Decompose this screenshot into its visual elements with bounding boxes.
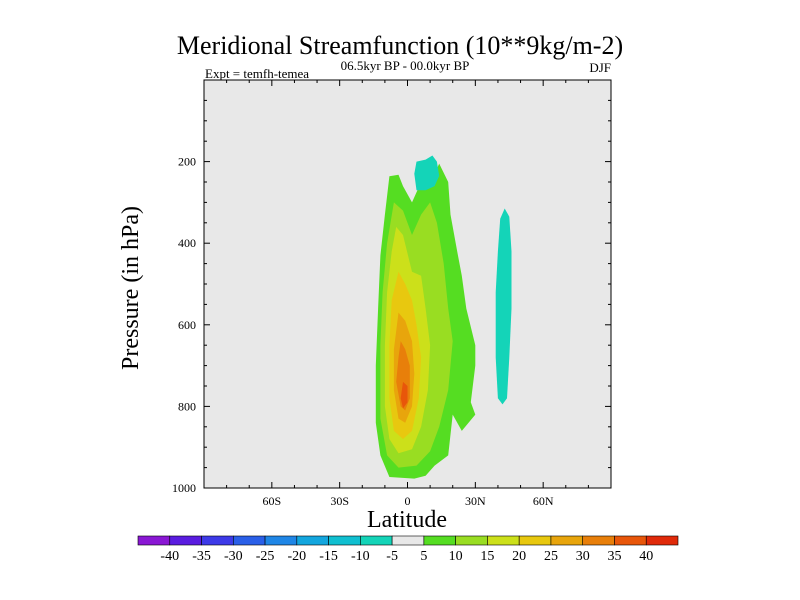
colorbar-swatch bbox=[201, 535, 234, 546]
colorbar-swatch bbox=[264, 535, 298, 546]
colorbar-swatch bbox=[550, 535, 584, 546]
colorbar-swatch bbox=[582, 535, 615, 546]
season-label: DJF bbox=[589, 60, 611, 75]
colorbar-label: -10 bbox=[351, 549, 370, 564]
colorbar-swatch bbox=[518, 535, 552, 546]
contour-negative-north bbox=[495, 208, 512, 405]
chart-title: Meridional Streamfunction (10**9kg/m-2) bbox=[177, 31, 623, 60]
x-tick-label: 0 bbox=[405, 494, 411, 508]
y-tick-label: 400 bbox=[178, 236, 196, 250]
colorbar-swatch bbox=[328, 535, 361, 546]
y-tick-label: 600 bbox=[178, 318, 196, 332]
colorbar-label: -5 bbox=[386, 549, 398, 564]
colorbar-label: -15 bbox=[319, 549, 338, 564]
colorbar-label: 30 bbox=[576, 549, 590, 564]
colorbar-swatch bbox=[487, 535, 520, 546]
colorbar-swatch bbox=[391, 535, 425, 546]
y-tick-label: 1000 bbox=[172, 481, 196, 495]
colorbar-label: 5 bbox=[420, 549, 427, 564]
colorbar-label: 25 bbox=[544, 549, 558, 564]
colorbar-label: 10 bbox=[449, 549, 463, 564]
contour-negative-upper bbox=[414, 155, 440, 191]
colorbar-label: 20 bbox=[512, 549, 526, 564]
contour-fill-group bbox=[375, 155, 512, 479]
colorbar-label: -30 bbox=[224, 549, 243, 564]
y-tick-label: 800 bbox=[178, 399, 196, 413]
colorbar-label: -40 bbox=[160, 549, 179, 564]
colorbar-label: -25 bbox=[256, 549, 275, 564]
x-tick-label: 30N bbox=[465, 494, 486, 508]
x-tick-label: 60S bbox=[262, 494, 281, 508]
x-tick-label: 60N bbox=[533, 494, 554, 508]
y-axis-label: Pressure (in hPa) bbox=[118, 206, 144, 370]
colorbar-swatch bbox=[455, 535, 488, 546]
colorbar-swatch bbox=[169, 535, 202, 546]
colorbar-label: 15 bbox=[480, 549, 494, 564]
colorbar-swatch bbox=[360, 535, 393, 546]
y-tick-label: 200 bbox=[178, 155, 196, 169]
colorbar-label: -20 bbox=[287, 549, 306, 564]
colorbar-label: 40 bbox=[639, 549, 653, 564]
colorbar-label: 35 bbox=[607, 549, 621, 564]
colorbar-swatch bbox=[137, 535, 171, 546]
colorbar-swatch bbox=[645, 535, 679, 546]
colorbar-swatch bbox=[296, 535, 329, 546]
colorbar-swatch bbox=[232, 535, 266, 546]
axis-ticks: 60S 30S 0 30N 60N 200 400 600 800 1000 bbox=[172, 80, 611, 508]
contour-positive-35-40 bbox=[400, 381, 408, 409]
period-label: 06.5kyr BP - 00.0kyr BP bbox=[341, 58, 470, 73]
colorbar-swatch bbox=[423, 535, 456, 546]
x-tick-label: 30S bbox=[330, 494, 349, 508]
x-axis-label: Latitude bbox=[367, 507, 447, 533]
colorbar-label: -35 bbox=[192, 549, 211, 564]
experiment-label: Expt = temfh-temea bbox=[205, 66, 309, 81]
colorbar: -40 -35 -30 -25 -20 -15 -10 -5 5 10 15 20 25 30 35 40 bbox=[137, 535, 679, 564]
colorbar-swatch bbox=[614, 535, 647, 546]
